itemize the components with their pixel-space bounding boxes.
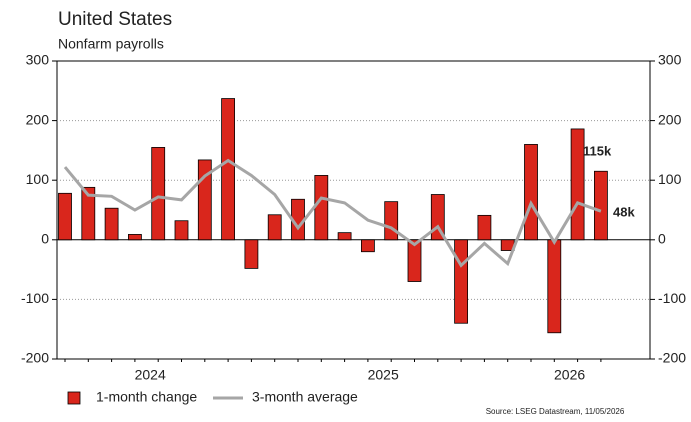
bar: [570, 128, 585, 241]
bar: [221, 98, 236, 241]
y2-tick-label: 300: [658, 52, 682, 68]
bar: [477, 214, 492, 241]
bar: [314, 175, 329, 241]
bar: [244, 239, 259, 269]
y2-tick-label: 200: [658, 111, 682, 127]
x-tick-label: 2026: [554, 367, 585, 383]
y-tick-label: 200: [26, 111, 50, 127]
bar: [58, 192, 72, 241]
y2-tick-label: -100: [658, 290, 686, 306]
bar: [267, 214, 282, 241]
bar: [524, 144, 538, 241]
bar: [407, 239, 422, 282]
bar: [360, 239, 375, 253]
y-tick-label: -100: [21, 290, 49, 306]
y2-tick-label: 0: [658, 231, 666, 247]
annotation: 48k: [613, 204, 635, 219]
bar: [337, 232, 352, 241]
legend-label: 1-month change: [96, 389, 197, 405]
y-tick-label: 100: [26, 171, 50, 187]
bar: [174, 220, 189, 241]
bar: [81, 186, 96, 241]
y-tick-label: -200: [21, 350, 49, 366]
bar: [547, 239, 562, 334]
y2-tick-label: -200: [658, 350, 686, 366]
bar: [151, 147, 166, 241]
bar: [454, 239, 469, 324]
source: Source: LSEG Datastream, 11/05/2026: [486, 407, 625, 416]
x-tick-label: 2025: [368, 367, 399, 383]
plot-frame: [56, 60, 651, 360]
annotation: 115k: [583, 143, 612, 158]
y2-tick-label: 100: [658, 171, 682, 187]
x-tick-label: 2024: [135, 367, 166, 383]
bar: [127, 234, 142, 241]
chart-title: United States: [58, 9, 172, 30]
y-tick-label: 0: [41, 231, 49, 247]
legend-swatch: [67, 391, 81, 405]
chart-subtitle: Nonfarm payrolls: [58, 36, 164, 52]
y-tick-label: 300: [26, 52, 50, 68]
bar: [594, 170, 608, 241]
legend-label: 3-month average: [252, 389, 358, 405]
bar: [384, 201, 399, 241]
line: [63, 158, 602, 268]
bar: [104, 207, 119, 241]
